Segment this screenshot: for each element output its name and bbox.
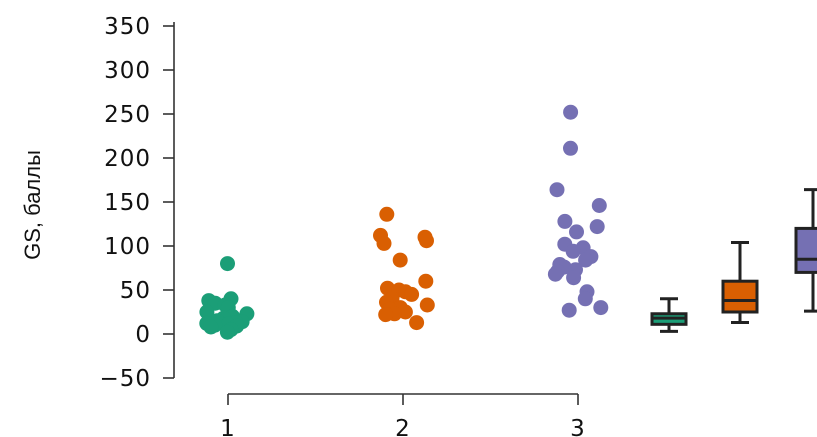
data-point-3 xyxy=(591,198,607,213)
x-tick-label: 1 xyxy=(220,416,236,437)
y-ticks: −50 0 50 100 150 200 250 300 350 xyxy=(99,14,174,392)
data-point-3 xyxy=(589,219,605,235)
data-point-3 xyxy=(563,140,578,156)
y-tick-label: 300 xyxy=(104,58,151,84)
data-point-2 xyxy=(419,297,435,313)
y-tick-label: 200 xyxy=(104,146,151,172)
data-point-3 xyxy=(565,243,581,259)
data-point-3 xyxy=(577,291,593,307)
data-point-3 xyxy=(557,213,573,229)
y-tick-label: 150 xyxy=(104,190,151,216)
y-tick-label: 50 xyxy=(120,278,151,304)
x-ticks: 1 2 3 xyxy=(220,394,586,437)
data-point-2 xyxy=(378,307,394,323)
data-point-2 xyxy=(376,235,392,251)
data-point-3 xyxy=(566,270,582,286)
boxplot-3 xyxy=(794,188,817,313)
data-point-3 xyxy=(561,302,577,318)
y-axis-title: GS, баллы xyxy=(20,150,45,260)
y-tick-label: −50 xyxy=(99,366,151,392)
data-point-3 xyxy=(563,104,579,120)
x-tick-label: 2 xyxy=(395,416,411,437)
data-point-2 xyxy=(409,315,425,331)
x-tick-label: 3 xyxy=(570,416,586,437)
data-point-1 xyxy=(219,324,235,340)
data-point-1 xyxy=(220,256,235,272)
y-tick-label: 250 xyxy=(104,102,151,128)
data-point-3 xyxy=(569,224,584,240)
boxplots xyxy=(650,188,817,333)
data-point-2 xyxy=(419,233,434,249)
boxplot-box xyxy=(794,226,817,274)
y-tick-label: 350 xyxy=(104,14,151,40)
data-point-3 xyxy=(593,300,609,316)
data-point-2 xyxy=(392,252,408,268)
data-points xyxy=(199,104,609,340)
data-point-2 xyxy=(418,273,434,289)
data-point-1 xyxy=(203,319,219,335)
y-tick-label: 100 xyxy=(104,234,151,260)
boxplot-1 xyxy=(650,297,688,333)
data-point-3 xyxy=(547,266,563,282)
data-point-3 xyxy=(549,182,565,198)
data-point-2 xyxy=(379,206,395,222)
boxplot-2 xyxy=(721,240,759,325)
data-point-2 xyxy=(404,286,420,302)
boxplot-box xyxy=(721,279,759,314)
y-tick-label: 0 xyxy=(135,322,151,348)
data-point-1 xyxy=(199,304,215,320)
data-point-3 xyxy=(578,252,594,268)
